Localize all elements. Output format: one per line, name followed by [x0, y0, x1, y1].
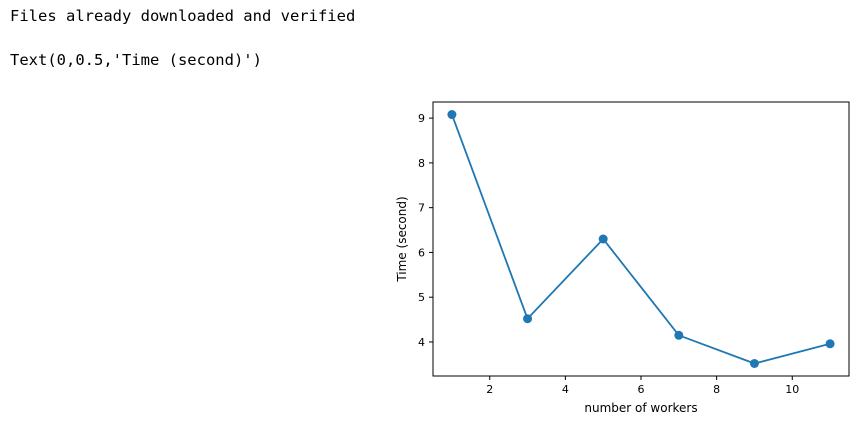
y-tick-label: 9: [418, 112, 425, 125]
data-point: [598, 234, 608, 244]
y-tick-label: 4: [418, 336, 425, 349]
x-tick-label: 6: [638, 383, 645, 396]
output-text-line-2: Text(0,0.5,'Time (second)'): [10, 51, 262, 69]
data-point: [447, 110, 457, 120]
x-tick-label: 8: [713, 383, 720, 396]
x-tick-label: 10: [785, 383, 799, 396]
x-axis-ticks: 2 4 6 8 10: [486, 376, 799, 396]
y-tick-label: 5: [418, 291, 425, 304]
data-point: [674, 330, 684, 340]
output-text-line-1: Files already downloaded and verified: [10, 7, 356, 25]
y-axis-label: Time (second): [395, 196, 409, 282]
data-point: [749, 358, 759, 368]
plot-frame: [432, 101, 850, 377]
y-tick-label: 6: [418, 246, 425, 259]
data-point: [825, 339, 835, 349]
x-axis-label: number of workers: [584, 401, 697, 415]
y-tick-label: 8: [418, 157, 425, 170]
series-markers: [447, 110, 835, 368]
y-axis-ticks: 4 5 6 7 8 9: [418, 112, 433, 349]
x-tick-label: 2: [486, 383, 493, 396]
x-tick-label: 4: [562, 383, 569, 396]
series-line: [451, 114, 831, 365]
y-tick-label: 7: [418, 202, 425, 215]
data-point: [523, 314, 533, 324]
